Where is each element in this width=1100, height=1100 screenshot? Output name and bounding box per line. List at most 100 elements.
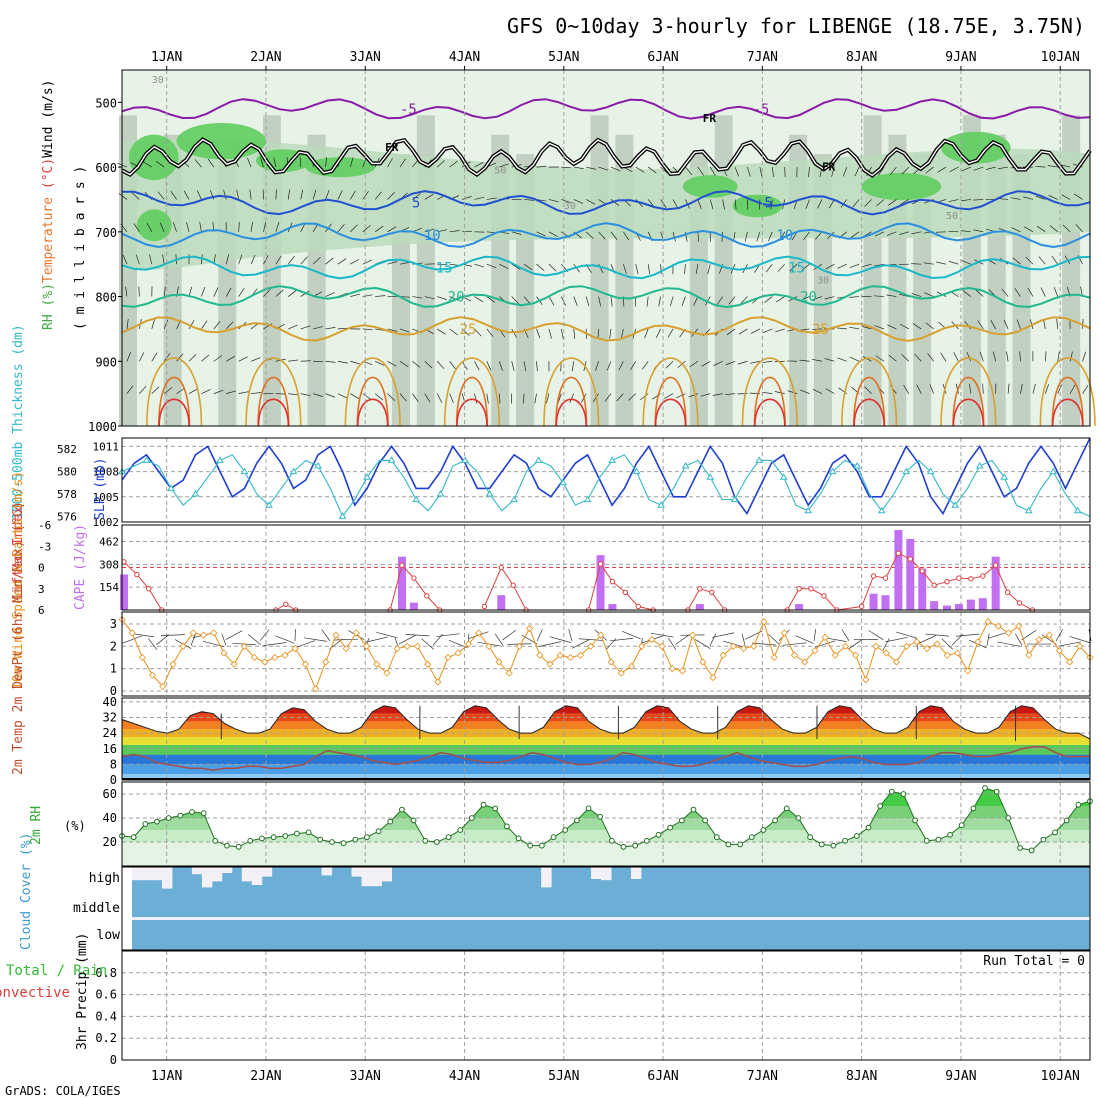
- thickness-marker: [1000, 473, 1009, 480]
- upper-wind-barb: [560, 328, 564, 339]
- wind-speed-marker: [464, 640, 473, 648]
- upper-wind-barb: [325, 393, 335, 398]
- wind-speed-marker: [882, 649, 890, 657]
- lifted-index-marker: [498, 564, 504, 571]
- freezing-level-inner: [121, 138, 1091, 177]
- bottom-day-label: 8JAN: [846, 1069, 877, 1084]
- isotherm-30: [443, 357, 501, 427]
- upper-wind-barb: [962, 290, 972, 297]
- lifted-index-marker: [609, 578, 616, 585]
- wind-barb: [622, 630, 641, 640]
- rh-marker: [317, 836, 324, 843]
- upper-wind-barb: [387, 226, 397, 233]
- isotherm-30: [344, 357, 401, 427]
- upper-wind-barb: [263, 221, 267, 232]
- wind-speed-marker: [1015, 622, 1023, 630]
- chart-title: GFS 0~10day 3-hourly for LIBENGE (18.75E…: [507, 14, 1085, 38]
- upper-wind-barb: [609, 328, 612, 339]
- rh-marker: [538, 842, 545, 849]
- wind-speed-marker: [485, 642, 493, 650]
- upper-wind-barb: [201, 287, 206, 297]
- isotherm-label: 10: [776, 228, 793, 244]
- upper-wind-barb: [712, 393, 723, 396]
- upper-wind-barb: [139, 352, 145, 362]
- upper-wind-barb: [672, 231, 676, 242]
- upper-wind-barb: [399, 158, 406, 168]
- wind-barb: [925, 633, 950, 637]
- wind-barb: [675, 634, 690, 645]
- lifted-index-marker: [1004, 589, 1011, 595]
- cloud-gap: [211, 867, 223, 882]
- upper-wind-barb: [695, 264, 699, 275]
- isotherm-40: [654, 398, 687, 427]
- cape-bar: [596, 555, 605, 610]
- isotherm-line: [121, 98, 1091, 120]
- wind-speed-marker: [648, 636, 656, 644]
- upper-wind-barb: [188, 286, 192, 297]
- cape-bar: [608, 604, 617, 610]
- wind-speed-marker: [220, 649, 228, 657]
- upper-wind-barb: [213, 355, 223, 362]
- upper-wind-barb: [287, 189, 290, 200]
- upper-wind-barb: [864, 386, 872, 394]
- rh-marker: [935, 836, 942, 843]
- wind-speed-line: [121, 619, 1091, 691]
- bottom-day-label: 5JAN: [548, 1069, 579, 1084]
- rh-marker: [364, 834, 370, 841]
- upper-wind-barb: [498, 361, 503, 371]
- upper-wind-barb: [925, 322, 934, 330]
- upper-wind-barb: [1032, 383, 1036, 394]
- wind-speed-marker: [536, 651, 544, 659]
- wind-speed-marker: [505, 669, 513, 677]
- cloud-gap: [361, 867, 372, 887]
- upper-wind-barb: [194, 159, 202, 168]
- thickness-marker: [755, 456, 764, 463]
- rh-band: [122, 830, 1090, 842]
- upper-wind-barb: [436, 393, 443, 403]
- rh-marker: [235, 843, 242, 850]
- isotherm-30: [840, 357, 898, 427]
- upper-wind-barb: [486, 393, 489, 404]
- wind-barb: [536, 629, 543, 642]
- upper-wind-barb: [146, 222, 153, 232]
- rh-marker: [165, 815, 172, 821]
- rh-marker: [259, 835, 265, 842]
- cloud-ylabel: Cloud Cover (%): [19, 833, 34, 950]
- upper-wind-barb: [1057, 351, 1060, 362]
- lifted-index-marker: [870, 573, 877, 579]
- upper-wind-barb: [737, 360, 748, 365]
- temp-band: [122, 737, 1090, 745]
- wind-speed-marker: [597, 631, 605, 639]
- isotherm-label: 5: [764, 196, 772, 212]
- rh-marker: [387, 818, 394, 825]
- rh-saturated-patch: [732, 194, 783, 218]
- upper-wind-barb: [973, 166, 984, 171]
- upper-wind-barb: [628, 393, 637, 401]
- lifted-index-marker: [919, 568, 925, 574]
- upper-wind-barb: [610, 199, 620, 206]
- upper-wind-barb: [817, 199, 823, 209]
- wind-speed-marker: [678, 667, 686, 675]
- upper-wind-barb: [534, 393, 537, 404]
- upper-wind-barb: [726, 328, 736, 336]
- upper-wind-barb: [1010, 197, 1021, 200]
- cloud-gap: [381, 867, 392, 882]
- upper-wind-barb: [1047, 165, 1058, 168]
- upper-wind-barb: [126, 385, 134, 394]
- upper-wind-barb: [709, 199, 714, 210]
- upper-wind-barb: [213, 287, 219, 297]
- wind-barb: [1069, 636, 1091, 644]
- upper-wind-barb: [610, 166, 621, 172]
- wind-tick-label: 0: [110, 684, 117, 698]
- cape-bar: [966, 599, 975, 610]
- wind-speed-marker: [495, 658, 503, 666]
- wind-speed-marker: [852, 651, 860, 659]
- upper-wind-barb: [1060, 164, 1071, 168]
- upper-wind-barb: [523, 296, 531, 305]
- upper-wind-barb: [900, 199, 909, 205]
- upper-wind-barb: [977, 320, 984, 330]
- upper-wind-barb: [937, 166, 947, 173]
- upper-wind-barb: [805, 199, 810, 209]
